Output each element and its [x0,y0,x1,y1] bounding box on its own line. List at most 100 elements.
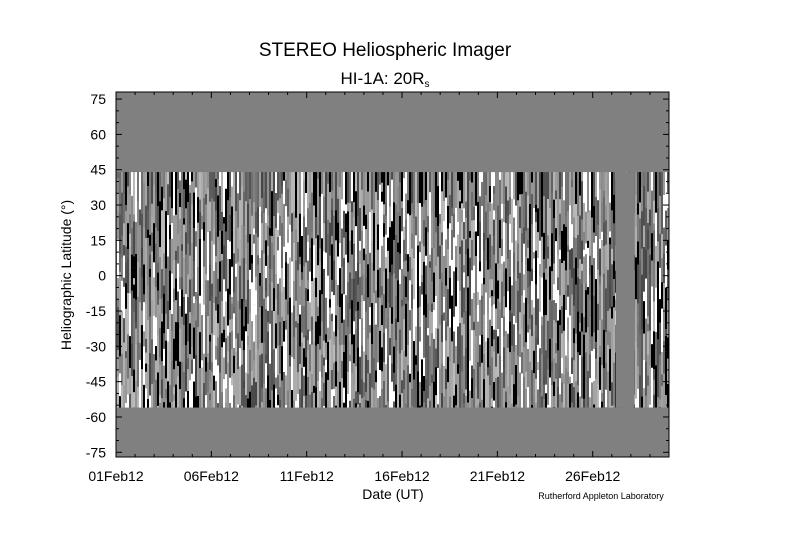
jmap-pixel-column [637,406,639,408]
jmap-pixel-column [471,220,473,241]
jmap-pixel-column [273,372,275,385]
jmap-pixel-column [659,365,661,400]
jmap-pixel-column [135,343,137,381]
jmap-pixel-column [387,356,389,402]
jmap-pixel-column [157,231,159,263]
jmap-pixel-column [309,379,311,395]
jmap-pixel-column [613,296,615,308]
jmap-pixel-column [411,203,413,214]
jmap-pixel-column [359,263,361,278]
jmap-pixel-column [309,271,311,303]
jmap-pixel-column [289,172,291,201]
jmap-pixel-column [209,172,211,202]
jmap-pixel-column [363,205,365,226]
jmap-pixel-column [171,223,173,239]
jmap-pixel-column [155,317,157,347]
jmap-pixel-column [167,276,169,301]
jmap-pixel-column [277,345,279,376]
jmap-pixel-column [275,348,277,378]
jmap-pixel-column [499,302,501,311]
jmap-pixel-column [359,356,361,395]
jmap-pixel-column [349,272,351,309]
jmap-pixel-column [175,300,177,323]
jmap-pixel-column [647,289,649,317]
jmap-pixel-column [603,289,605,330]
jmap-pixel-column [467,248,469,277]
jmap-pixel-column [635,398,637,408]
jmap-pixel-column [149,245,151,255]
jmap-pixel-column [237,369,239,405]
jmap-pixel-column [481,399,483,408]
jmap-pixel-column [217,403,219,408]
jmap-pixel-column [545,393,547,408]
jmap-pixel-column [635,299,637,342]
jmap-pixel-column [611,318,613,350]
jmap-pixel-column [387,401,389,408]
jmap-pixel-column [359,394,361,403]
jmap-pixel-column [199,172,201,200]
plot-frame [115,91,670,458]
jmap-pixel-column [203,353,205,384]
jmap-pixel-column [661,308,663,353]
jmap-pixel-column [255,233,257,277]
jmap-pixel-column [297,270,299,317]
jmap-pixel-column [533,208,535,253]
jmap-pixel-column [199,303,201,333]
jmap-pixel-column [501,318,503,361]
jmap-pixel-column [321,193,323,239]
jmap-pixel-column [259,401,261,408]
jmap-pixel-column [613,307,615,326]
jmap-pixel-column [153,184,155,224]
jmap-pixel-column [137,296,139,343]
jmap-pixel-column [539,276,541,312]
jmap-pixel-column [369,172,371,213]
jmap-pixel-column [275,253,277,275]
jmap-pixel-column [649,254,651,275]
jmap-pixel-column [387,278,389,303]
jmap-pixel-column [471,330,473,366]
jmap-pixel-column [543,385,545,399]
jmap-pixel-column [211,295,213,334]
jmap-pixel-column [247,323,249,336]
jmap-pixel-column [583,256,585,283]
jmap-pixel-column [579,322,581,332]
jmap-pixel-column [333,172,335,216]
y-tick-label: -45 [86,374,106,390]
jmap-pixel-column [479,335,481,345]
jmap-pixel-column [447,172,449,180]
jmap-pixel-column [169,352,171,386]
jmap-pixel-column [441,342,443,364]
jmap-pixel-column [395,204,397,235]
jmap-pixel-column [187,358,189,370]
jmap-pixel-column [181,207,183,245]
jmap-pixel-column [613,362,615,406]
jmap-pixel-column [551,385,553,408]
jmap-pixel-column [243,191,245,226]
jmap-pixel-column [479,344,481,367]
jmap-pixel-column [603,246,605,274]
jmap-pixel-column [643,388,645,408]
jmap-pixel-column [491,290,493,297]
jmap-pixel-column [135,183,137,214]
jmap-pixel-column [237,261,239,302]
jmap-pixel-column [559,234,561,250]
jmap-pixel-column [273,349,275,373]
jmap-pixel-column [565,201,567,216]
jmap-pixel-column [257,207,259,238]
jmap-pixel-column [591,265,593,274]
jmap-pixel-column [441,314,443,343]
jmap-pixel-column [657,172,659,209]
jmap-pixel-column [463,272,465,288]
jmap-pixel-column [197,396,199,408]
jmap-pixel-column [641,211,643,249]
jmap-pixel-column [363,225,365,249]
jmap-pixel-column [299,213,301,257]
jmap-pixel-column [219,230,221,262]
jmap-pixel-column [357,404,359,408]
jmap-pixel-column [445,389,447,408]
jmap-pixel-column [139,225,141,268]
jmap-pixel-column [487,269,489,314]
jmap-pixel-column [547,320,549,359]
jmap-pixel-column [167,329,169,342]
jmap-pixel-column [637,316,639,324]
